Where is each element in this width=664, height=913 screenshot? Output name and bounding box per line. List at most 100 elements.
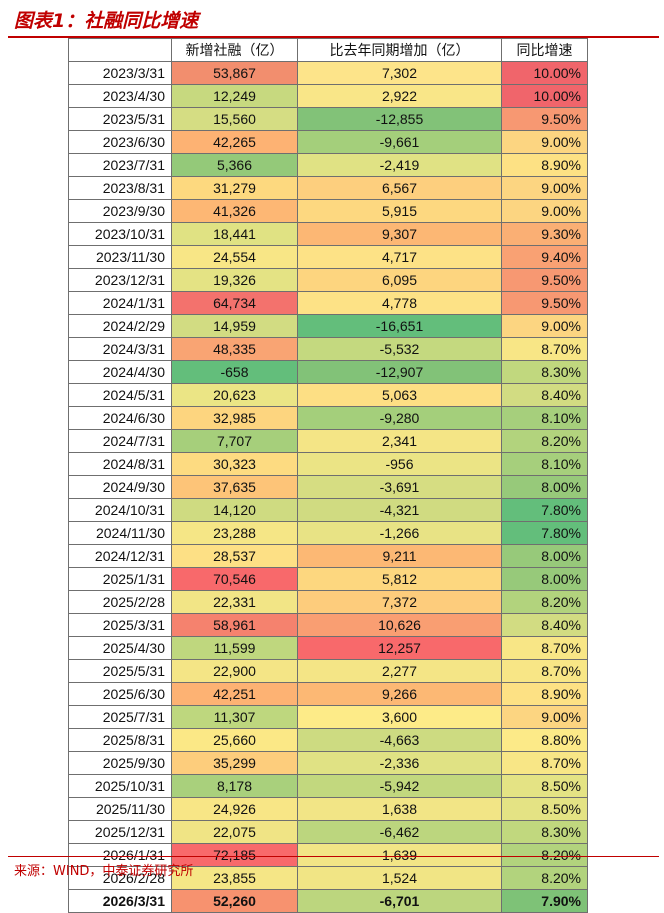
header-yoy-increase: 比去年同期增加（亿） bbox=[297, 38, 502, 62]
date-cell: 2026/1/31 bbox=[68, 843, 172, 867]
table-row: 2023/7/31 5,366 -2,419 8.90% bbox=[68, 153, 588, 177]
title-divider bbox=[8, 36, 659, 38]
table-row: 2023/3/31 53,867 7,302 10.00% bbox=[68, 61, 588, 85]
yoy-increase-cell: -2,336 bbox=[297, 751, 502, 775]
yoy-growth-cell: 9.50% bbox=[501, 291, 588, 315]
yoy-growth-cell: 8.40% bbox=[501, 613, 588, 637]
table-row: 2023/4/30 12,249 2,922 10.00% bbox=[68, 84, 588, 108]
table-row: 2025/11/30 24,926 1,638 8.50% bbox=[68, 797, 588, 821]
table-row: 2024/5/31 20,623 5,063 8.40% bbox=[68, 383, 588, 407]
new-financing-cell: 19,326 bbox=[171, 268, 298, 292]
date-cell: 2023/6/30 bbox=[68, 130, 172, 154]
yoy-growth-cell: 9.50% bbox=[501, 268, 588, 292]
yoy-increase-cell: 10,626 bbox=[297, 613, 502, 637]
table-row: 2025/2/28 22,331 7,372 8.20% bbox=[68, 590, 588, 614]
yoy-growth-cell: 9.00% bbox=[501, 705, 588, 729]
new-financing-cell: 23,288 bbox=[171, 521, 298, 545]
table-row: 2024/9/30 37,635 -3,691 8.00% bbox=[68, 475, 588, 499]
new-financing-cell: 48,335 bbox=[171, 337, 298, 361]
date-cell: 2023/10/31 bbox=[68, 222, 172, 246]
new-financing-cell: 14,959 bbox=[171, 314, 298, 338]
table-row: 2023/5/31 15,560 -12,855 9.50% bbox=[68, 107, 588, 131]
yoy-increase-cell: -9,280 bbox=[297, 406, 502, 430]
date-cell: 2023/4/30 bbox=[68, 84, 172, 108]
date-cell: 2023/3/31 bbox=[68, 61, 172, 85]
table-row: 2023/6/30 42,265 -9,661 9.00% bbox=[68, 130, 588, 154]
yoy-growth-cell: 8.90% bbox=[501, 682, 588, 706]
yoy-increase-cell: -3,691 bbox=[297, 475, 502, 499]
date-cell: 2024/6/30 bbox=[68, 406, 172, 430]
yoy-increase-cell: -5,942 bbox=[297, 774, 502, 798]
yoy-increase-cell: -9,661 bbox=[297, 130, 502, 154]
yoy-growth-cell: 8.80% bbox=[501, 728, 588, 752]
date-cell: 2023/9/30 bbox=[68, 199, 172, 223]
yoy-growth-cell: 8.70% bbox=[501, 337, 588, 361]
table-row: 2024/8/31 30,323 -956 8.10% bbox=[68, 452, 588, 476]
yoy-increase-cell: 9,307 bbox=[297, 222, 502, 246]
yoy-growth-cell: 9.00% bbox=[501, 314, 588, 338]
new-financing-cell: 18,441 bbox=[171, 222, 298, 246]
new-financing-cell: 28,537 bbox=[171, 544, 298, 568]
date-cell: 2025/7/31 bbox=[68, 705, 172, 729]
table-row: 2025/8/31 25,660 -4,663 8.80% bbox=[68, 728, 588, 752]
yoy-increase-cell: -6,701 bbox=[297, 889, 502, 913]
date-cell: 2024/9/30 bbox=[68, 475, 172, 499]
new-financing-cell: 41,326 bbox=[171, 199, 298, 223]
table-row: 2025/4/30 11,599 12,257 8.70% bbox=[68, 636, 588, 660]
new-financing-cell: 22,075 bbox=[171, 820, 298, 844]
table-row: 2025/9/30 35,299 -2,336 8.70% bbox=[68, 751, 588, 775]
table-row: 2024/3/31 48,335 -5,532 8.70% bbox=[68, 337, 588, 361]
yoy-growth-cell: 7.80% bbox=[501, 521, 588, 545]
new-financing-cell: 42,265 bbox=[171, 130, 298, 154]
table-row: 2025/12/31 22,075 -6,462 8.30% bbox=[68, 820, 588, 844]
yoy-growth-cell: 7.90% bbox=[501, 889, 588, 913]
yoy-increase-cell: -6,462 bbox=[297, 820, 502, 844]
yoy-increase-cell: -5,532 bbox=[297, 337, 502, 361]
yoy-growth-cell: 8.50% bbox=[501, 774, 588, 798]
yoy-growth-cell: 9.40% bbox=[501, 245, 588, 269]
new-financing-cell: 8,178 bbox=[171, 774, 298, 798]
new-financing-cell: 5,366 bbox=[171, 153, 298, 177]
yoy-growth-cell: 8.20% bbox=[501, 866, 588, 890]
table-row: 2025/6/30 42,251 9,266 8.90% bbox=[68, 682, 588, 706]
table-row: 2023/12/31 19,326 6,095 9.50% bbox=[68, 268, 588, 292]
date-cell: 2023/7/31 bbox=[68, 153, 172, 177]
yoy-increase-cell: 4,778 bbox=[297, 291, 502, 315]
new-financing-cell: -658 bbox=[171, 360, 298, 384]
date-cell: 2025/6/30 bbox=[68, 682, 172, 706]
new-financing-cell: 11,307 bbox=[171, 705, 298, 729]
yoy-growth-cell: 9.50% bbox=[501, 107, 588, 131]
table-row: 2026/2/28 23,855 1,524 8.20% bbox=[68, 866, 588, 890]
date-cell: 2025/5/31 bbox=[68, 659, 172, 683]
yoy-growth-cell: 10.00% bbox=[501, 84, 588, 108]
yoy-growth-cell: 8.00% bbox=[501, 567, 588, 591]
yoy-increase-cell: 7,372 bbox=[297, 590, 502, 614]
yoy-growth-cell: 8.20% bbox=[501, 590, 588, 614]
table-row: 2025/7/31 11,307 3,600 9.00% bbox=[68, 705, 588, 729]
yoy-growth-cell: 8.70% bbox=[501, 636, 588, 660]
new-financing-cell: 15,560 bbox=[171, 107, 298, 131]
table-row: 2025/3/31 58,961 10,626 8.40% bbox=[68, 613, 588, 637]
table-row: 2024/11/30 23,288 -1,266 7.80% bbox=[68, 521, 588, 545]
date-cell: 2024/8/31 bbox=[68, 452, 172, 476]
yoy-growth-cell: 8.20% bbox=[501, 843, 588, 867]
new-financing-cell: 22,900 bbox=[171, 659, 298, 683]
new-financing-cell: 14,120 bbox=[171, 498, 298, 522]
yoy-increase-cell: -16,651 bbox=[297, 314, 502, 338]
yoy-growth-cell: 9.30% bbox=[501, 222, 588, 246]
yoy-increase-cell: 6,095 bbox=[297, 268, 502, 292]
date-cell: 2023/5/31 bbox=[68, 107, 172, 131]
table-row: 2025/5/31 22,900 2,277 8.70% bbox=[68, 659, 588, 683]
source-note: 来源：WIND，中泰证券研究所 bbox=[14, 864, 194, 879]
yoy-growth-cell: 9.00% bbox=[501, 130, 588, 154]
table-row: 2024/7/31 7,707 2,341 8.20% bbox=[68, 429, 588, 453]
date-cell: 2025/4/30 bbox=[68, 636, 172, 660]
yoy-growth-cell: 8.00% bbox=[501, 544, 588, 568]
date-cell: 2024/11/30 bbox=[68, 521, 172, 545]
new-financing-cell: 64,734 bbox=[171, 291, 298, 315]
new-financing-cell: 72,185 bbox=[171, 843, 298, 867]
yoy-increase-cell: -4,663 bbox=[297, 728, 502, 752]
new-financing-cell: 20,623 bbox=[171, 383, 298, 407]
date-cell: 2024/10/31 bbox=[68, 498, 172, 522]
yoy-increase-cell: 1,524 bbox=[297, 866, 502, 890]
